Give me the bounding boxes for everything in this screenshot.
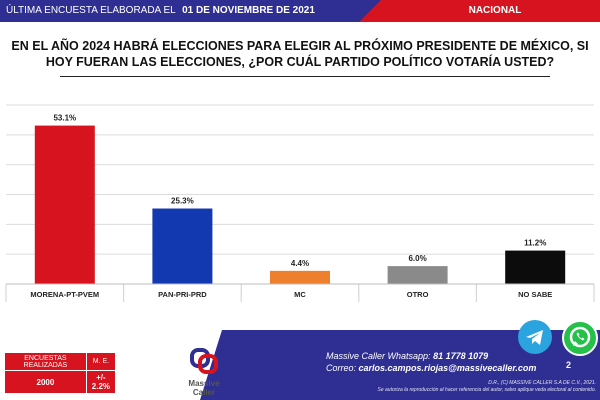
bar <box>152 208 213 284</box>
data-label: 6.0% <box>408 254 426 263</box>
contact-info: Massive Caller Whatsapp: 81 1778 1079 Co… <box>326 350 536 374</box>
region-label: NACIONAL <box>468 5 522 16</box>
survey-date-banner: ÚLTIMA ENCUESTA ELABORADA EL 01 DE NOVIE… <box>0 0 360 22</box>
bar <box>270 270 330 284</box>
data-label: 11.2% <box>524 239 546 248</box>
margin-error-label: M. E. <box>85 351 117 372</box>
logo-sub: Caller <box>192 388 216 397</box>
logo-name: Massive <box>188 379 220 388</box>
whatsapp-number: 81 1778 1079 <box>433 351 489 361</box>
copyright-text: D.R., (C) MASSIVE CALLER S.A DE C.V., 20… <box>488 380 596 386</box>
tick-label: PAN-PRI-PRD <box>158 290 207 299</box>
data-label: 25.3% <box>171 197 194 206</box>
tick-label: NO SABE <box>518 290 552 299</box>
tick-label: MORENA-PT-PVEM <box>30 290 99 299</box>
massive-caller-logo: Massive Caller <box>184 348 224 397</box>
top-bar: ÚLTIMA ENCUESTA ELABORADA EL 01 DE NOVIE… <box>0 0 600 22</box>
logo-mark-icon <box>190 348 218 374</box>
whatsapp-label: Massive Caller Whatsapp: <box>326 351 431 361</box>
data-label: 4.4% <box>291 259 309 268</box>
email-label: Correo: <box>326 363 357 373</box>
region-banner: NACIONAL <box>359 0 600 22</box>
email-line: Correo: carlos.campos.riojas@massivecall… <box>326 362 536 374</box>
whatsapp-icon[interactable] <box>562 320 598 356</box>
email-address: carlos.campos.riojas@massivecaller.com <box>358 363 537 373</box>
tick-label: MC <box>294 290 306 299</box>
data-label: 53.1% <box>53 114 76 123</box>
tick-label: OTRO <box>407 290 429 299</box>
bar <box>34 125 95 285</box>
margin-error-value: +/- 2.2% <box>85 370 117 394</box>
whatsapp-badge-count: 2 <box>566 360 572 370</box>
title-divider <box>60 76 550 77</box>
whatsapp-line: Massive Caller Whatsapp: 81 1778 1079 <box>326 350 536 362</box>
chart-title: EN EL AÑO 2024 HABRÁ ELECCIONES PARA ELE… <box>11 39 589 69</box>
survey-date-label: ÚLTIMA ENCUESTA ELABORADA EL <box>6 5 176 16</box>
survey-stats-table: ENCUESTAS REALIZADAS M. E. 2000 +/- 2.2% <box>4 351 117 394</box>
bar-chart: 53.1% MORENA-PT-PVEM 25.3% PAN-PRI-PRD 4.4% M… <box>5 104 595 302</box>
telegram-icon[interactable] <box>518 320 552 354</box>
footer: ENCUESTAS REALIZADAS M. E. 2000 +/- 2.2%… <box>0 320 600 400</box>
legal-notice: D.R., (C) MASSIVE CALLER S.A DE C.V., 20… <box>302 380 596 394</box>
bar <box>505 250 566 284</box>
legal-text: Se autoriza la reproducción al hacer ref… <box>377 387 596 393</box>
sample-size-value: 2000 <box>4 370 87 394</box>
sample-size-label: ENCUESTAS REALIZADAS <box>4 351 87 372</box>
bar <box>387 266 448 284</box>
survey-date: 01 DE NOVIEMBRE DE 2021 <box>182 5 315 16</box>
